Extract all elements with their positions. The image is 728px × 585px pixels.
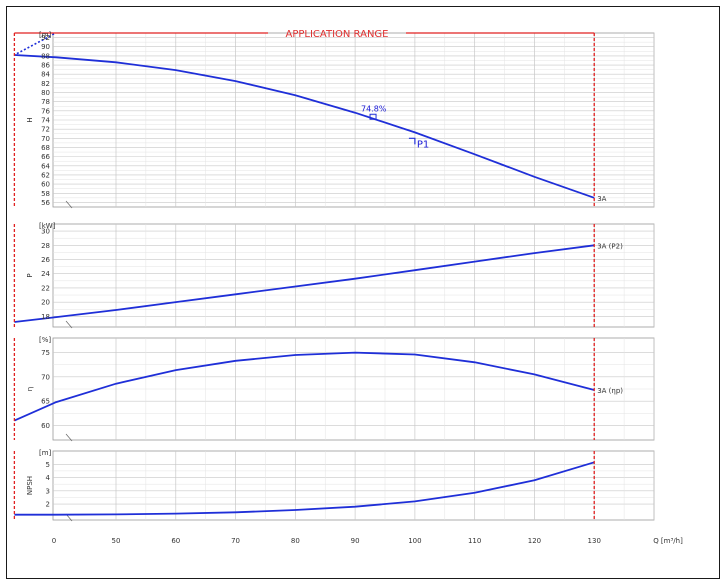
ytick-H: 64 bbox=[41, 162, 50, 170]
ytick-NPSH: 5 bbox=[46, 461, 50, 469]
xtick-label: 120 bbox=[528, 537, 541, 545]
text-layer: 56586062646668707274767880828486889092[m… bbox=[26, 29, 683, 545]
ytick-H: 70 bbox=[41, 135, 50, 143]
ytick-H: 58 bbox=[41, 190, 50, 198]
xtick-label: 90 bbox=[351, 537, 360, 545]
xtick-label: 130 bbox=[588, 537, 601, 545]
ytick-H: 92 bbox=[41, 34, 50, 42]
ytick-P: 18 bbox=[41, 313, 50, 321]
curve-extrapolation bbox=[14, 33, 55, 56]
axis-break-mark bbox=[65, 433, 73, 442]
panel-P-border bbox=[52, 223, 655, 328]
ytick-H: 72 bbox=[41, 126, 50, 134]
ytick-H: 80 bbox=[41, 89, 50, 97]
ytick-P: 28 bbox=[41, 242, 50, 250]
ylabel-NPSH: NPSH bbox=[26, 476, 34, 495]
xtick-label: 60 bbox=[171, 537, 180, 545]
ytick-H: 82 bbox=[41, 80, 50, 88]
xtick-label: 50 bbox=[112, 537, 121, 545]
ytick-eta: 70 bbox=[41, 373, 50, 381]
curve-layer bbox=[14, 33, 595, 516]
x-axis-label: Q [m³/h] bbox=[653, 537, 683, 545]
unit-eta: [%] bbox=[39, 336, 51, 344]
ytick-H: 84 bbox=[41, 71, 50, 79]
curve-eta bbox=[14, 351, 595, 422]
unit-H: [m] bbox=[39, 31, 52, 39]
curve-NPSH bbox=[14, 461, 595, 516]
ytick-H: 66 bbox=[41, 153, 50, 161]
ytick-H: 68 bbox=[41, 144, 50, 152]
duty-point-label: P1 bbox=[417, 139, 429, 150]
ytick-eta: 75 bbox=[41, 349, 50, 357]
series-label-P: 3A (P2) bbox=[597, 242, 623, 250]
series-label-H: 3A bbox=[597, 195, 606, 203]
ytick-P: 24 bbox=[41, 270, 50, 278]
ytick-H: 60 bbox=[41, 181, 50, 189]
ylabel-P: P bbox=[26, 273, 34, 277]
duty-point-marker bbox=[408, 137, 416, 145]
ytick-H: 62 bbox=[41, 171, 50, 179]
ytick-NPSH: 2 bbox=[46, 501, 50, 509]
ytick-P: 30 bbox=[41, 228, 50, 236]
ytick-H: 56 bbox=[41, 199, 50, 207]
ytick-eta: 65 bbox=[41, 398, 50, 406]
ytick-P: 20 bbox=[41, 299, 50, 307]
panel-NPSH-border bbox=[52, 450, 655, 521]
ytick-P: 26 bbox=[41, 256, 50, 264]
ytick-H: 88 bbox=[41, 52, 50, 60]
bep-label: 74.8% bbox=[361, 104, 387, 113]
chart-frame bbox=[6, 6, 720, 579]
xtick-label: 110 bbox=[468, 537, 481, 545]
xtick-label: 70 bbox=[231, 537, 240, 545]
ytick-H: 90 bbox=[41, 43, 50, 51]
ytick-H: 76 bbox=[41, 107, 50, 115]
application-range bbox=[13, 32, 595, 520]
bep-marker bbox=[369, 113, 377, 120]
application-range-title: APPLICATION RANGE bbox=[286, 29, 389, 40]
ytick-eta: 60 bbox=[41, 422, 50, 430]
xtick-label: 100 bbox=[408, 537, 421, 545]
curve-P bbox=[14, 244, 595, 323]
series-label-eta: 3A (ηp) bbox=[597, 387, 623, 395]
ylabel-H: H bbox=[26, 117, 34, 122]
axis-break-mark bbox=[65, 320, 73, 329]
ytick-NPSH: 3 bbox=[46, 487, 50, 495]
ytick-H: 86 bbox=[41, 62, 50, 70]
axis-break-mark bbox=[65, 200, 73, 209]
ytick-H: 78 bbox=[41, 98, 50, 106]
ylabel-eta: η bbox=[26, 387, 34, 391]
grid-layer bbox=[52, 32, 655, 522]
ytick-NPSH: 4 bbox=[46, 474, 51, 482]
xtick-label: 0 bbox=[52, 537, 56, 545]
ytick-H: 74 bbox=[41, 117, 50, 125]
ytick-P: 22 bbox=[41, 284, 50, 292]
xtick-label: 80 bbox=[291, 537, 300, 545]
unit-NPSH: [m] bbox=[39, 449, 52, 457]
unit-P: [kW] bbox=[39, 222, 56, 230]
curve-H bbox=[14, 54, 595, 199]
